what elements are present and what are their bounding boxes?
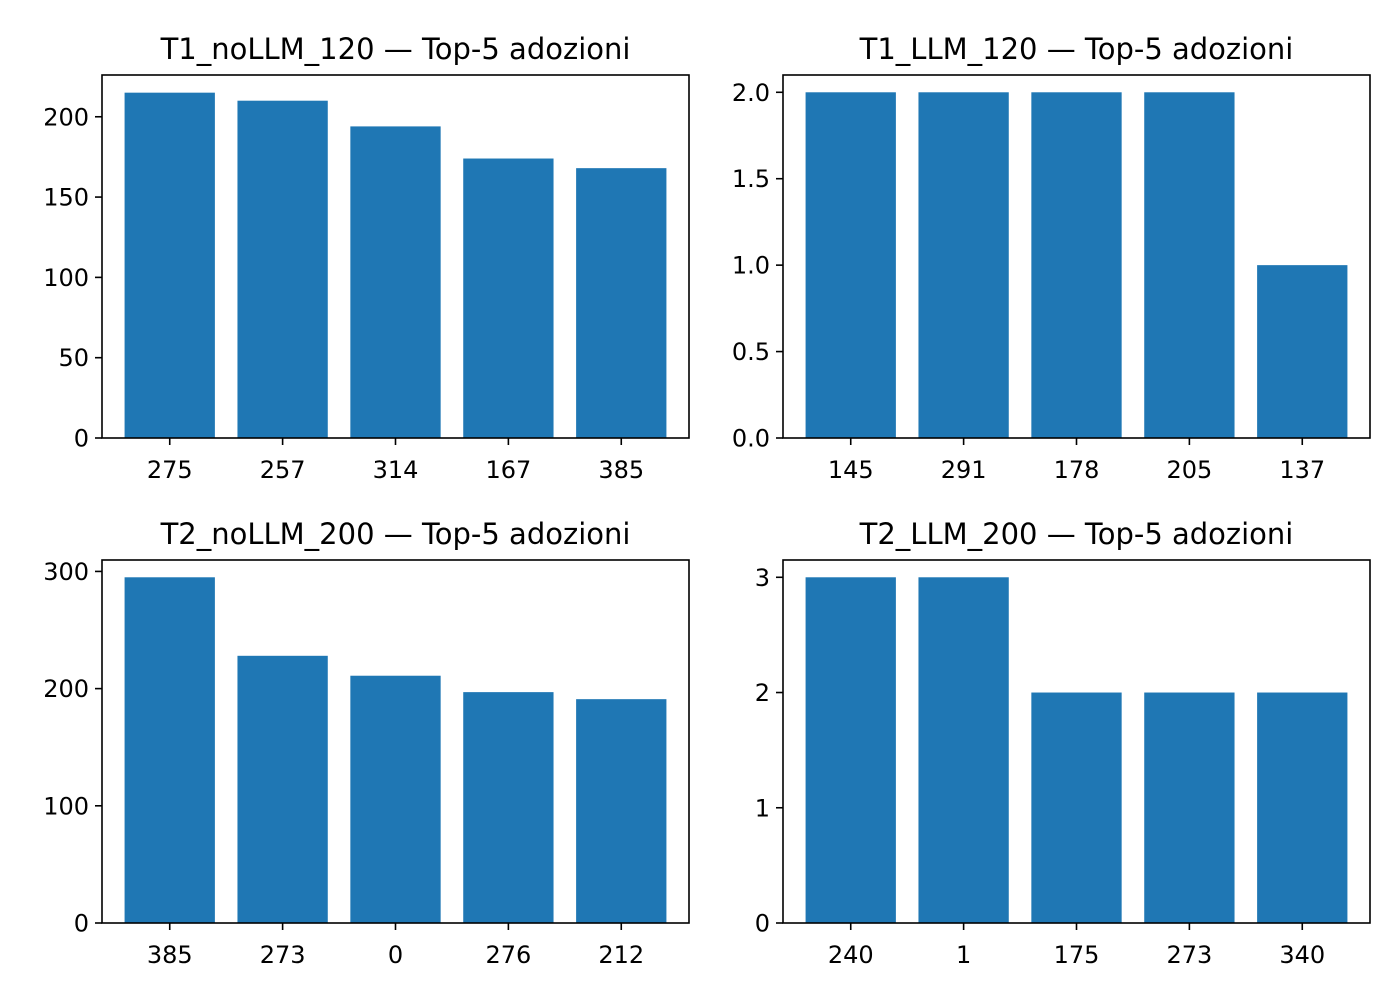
y-tick-label: 200 (43, 103, 89, 131)
x-tick-label: 1 (956, 941, 971, 969)
x-tick-label: 257 (260, 456, 306, 484)
bar-167 (463, 158, 554, 438)
y-tick-label: 200 (43, 675, 89, 703)
x-tick-label: 0 (388, 941, 403, 969)
y-tick-label: 2.0 (732, 79, 770, 107)
chart-title: T1_noLLM_120 — Top-5 adozioni (160, 32, 631, 66)
bar-385 (576, 168, 667, 438)
x-tick-label: 314 (373, 456, 419, 484)
x-tick-label: 205 (1166, 456, 1212, 484)
x-tick-label: 385 (147, 941, 193, 969)
y-tick-label: 0.0 (732, 425, 770, 453)
bar-240 (805, 577, 896, 923)
bar-314 (350, 126, 441, 439)
y-tick-label: 1 (755, 794, 770, 822)
chart-title: T2_LLM_200 — Top-5 adozioni (859, 517, 1294, 551)
bar-257 (237, 100, 328, 439)
y-tick-label: 150 (43, 184, 89, 212)
x-tick-label: 275 (147, 456, 193, 484)
bar-275 (124, 92, 215, 438)
x-tick-label: 273 (1166, 941, 1212, 969)
x-tick-label: 273 (260, 941, 306, 969)
x-tick-label: 167 (485, 456, 531, 484)
y-tick-label: 1.0 (732, 252, 770, 280)
y-tick-label: 2 (755, 679, 770, 707)
bar-340 (1257, 692, 1348, 923)
bar-385 (124, 577, 215, 923)
bar-178 (1031, 92, 1122, 439)
x-tick-label: 276 (485, 941, 531, 969)
bar-175 (1031, 692, 1122, 923)
chart-panel-4: T2_LLM_200 — Top-5 adozioni 240 1 175 273 340… (755, 517, 1371, 969)
chart-title: T1_LLM_120 — Top-5 adozioni (859, 32, 1294, 66)
bar-145 (805, 92, 896, 439)
bar-137 (1257, 265, 1348, 438)
y-tick-label: 0.5 (732, 338, 770, 366)
x-tick-label: 212 (598, 941, 644, 969)
bar-212 (576, 699, 667, 923)
y-tick-label: 50 (58, 344, 89, 372)
chart-panel-2: T1_LLM_120 — Top-5 adozioni 145 291 178 205 1… (732, 32, 1371, 484)
y-tick-label: 0 (74, 910, 89, 938)
y-tick-label: 300 (43, 558, 89, 586)
chart-panel-1: T1_noLLM_120 — Top-5 adozioni 275 257 314 16… (43, 32, 690, 484)
y-tick-label: 0 (74, 425, 89, 453)
y-tick-label: 0 (755, 910, 770, 938)
bar-1 (918, 577, 1009, 923)
x-tick-label: 137 (1279, 456, 1325, 484)
x-tick-label: 291 (941, 456, 987, 484)
bar-291 (918, 92, 1009, 439)
y-tick-label: 100 (43, 792, 89, 820)
bar-0 (350, 675, 441, 923)
bar-273 (1144, 692, 1235, 923)
bar-205 (1144, 92, 1235, 439)
x-tick-label: 385 (598, 456, 644, 484)
bar-273 (237, 655, 328, 923)
x-tick-label: 340 (1279, 941, 1325, 969)
chart-title: T2_noLLM_200 — Top-5 adozioni (160, 517, 631, 551)
x-tick-label: 175 (1054, 941, 1100, 969)
x-tick-label: 178 (1054, 456, 1100, 484)
x-tick-label: 240 (828, 941, 874, 969)
y-tick-label: 1.5 (732, 165, 770, 193)
chart-panel-3: T2_noLLM_200 — Top-5 adozioni 385 273 0 276 2… (43, 517, 690, 969)
y-tick-label: 100 (43, 264, 89, 292)
y-tick-label: 3 (755, 564, 770, 592)
bar-276 (463, 692, 554, 923)
x-tick-label: 145 (828, 456, 874, 484)
